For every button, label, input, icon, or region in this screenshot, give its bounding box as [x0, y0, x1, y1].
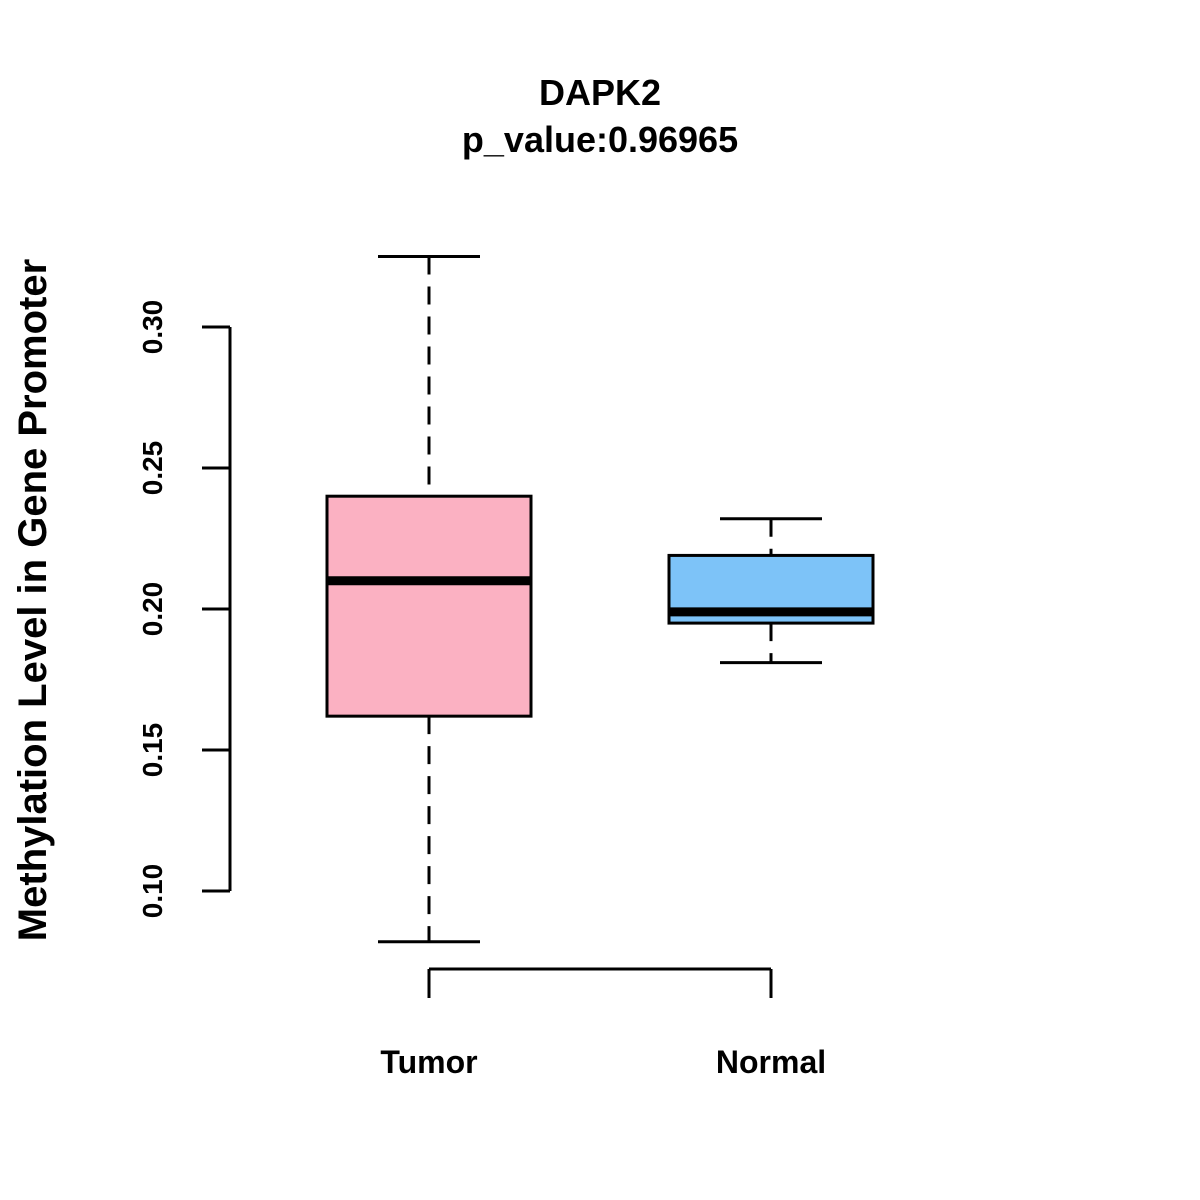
- y-tick-label: 0.10: [137, 864, 168, 919]
- x-axis: Tumor Normal: [380, 967, 826, 1080]
- y-axis-label: Methylation Level in Gene Promoter: [11, 259, 55, 941]
- x-category-label: Normal: [716, 1044, 826, 1080]
- box-group-normal: [667, 517, 875, 665]
- y-tick-label: 0.25: [137, 441, 168, 496]
- box-group-tumor: [325, 255, 533, 944]
- x-category-label: Tumor: [380, 1044, 477, 1080]
- y-tick-label: 0.20: [137, 582, 168, 637]
- boxes: [325, 255, 875, 944]
- y-tick-label: 0.15: [137, 723, 168, 778]
- iqr-box: [325, 494, 533, 718]
- chart-title: DAPK2: [539, 72, 661, 113]
- chart-subtitle: p_value:0.96965: [462, 119, 738, 160]
- y-tick-label: 0.30: [137, 300, 168, 355]
- y-axis: 0.10 0.15 0.20 0.25 0.30: [137, 300, 232, 919]
